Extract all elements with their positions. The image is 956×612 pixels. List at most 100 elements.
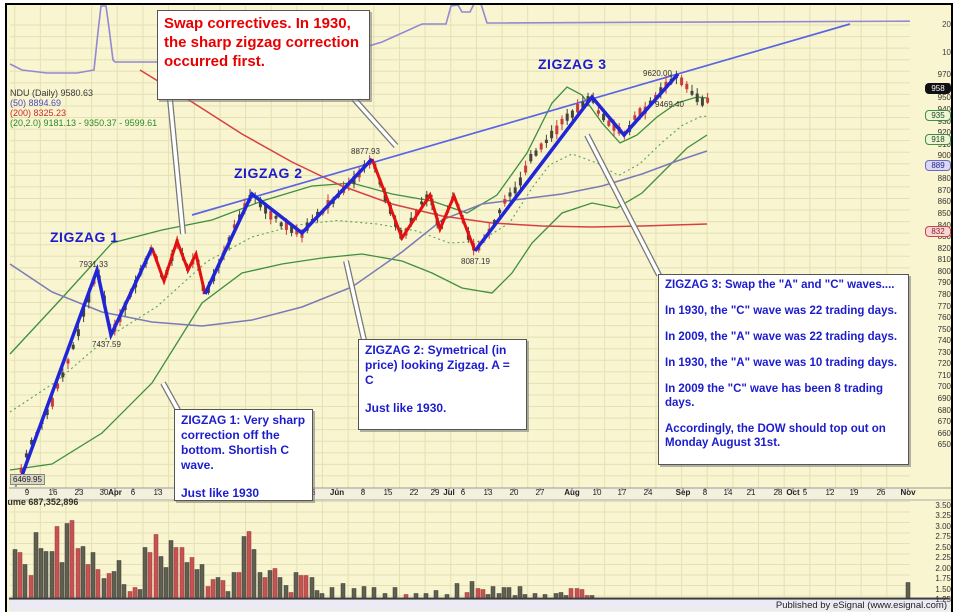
price-mark-label: 7437.59 bbox=[92, 340, 121, 349]
price-axis-label: 680 bbox=[937, 405, 951, 415]
price-axis-label: 900 bbox=[937, 151, 951, 161]
candle-body bbox=[570, 110, 574, 118]
volume-bar bbox=[69, 520, 75, 598]
date-axis-label: 17 bbox=[617, 488, 627, 497]
volume-bar bbox=[101, 578, 107, 598]
volume-bar bbox=[49, 551, 55, 598]
candle-body bbox=[274, 215, 278, 219]
date-axis-label: Sep bbox=[675, 488, 691, 497]
volume-bar bbox=[558, 592, 564, 598]
volume-bar bbox=[361, 586, 367, 598]
date-axis-label: 20 bbox=[509, 488, 519, 497]
price-axis-label: 860 bbox=[937, 197, 951, 207]
volume-bar bbox=[382, 593, 388, 598]
price-mark-label: 9620.00 bbox=[643, 69, 672, 78]
volume-bar bbox=[38, 548, 44, 598]
publisher-credit: Published by eSignal (www.esignal.com) bbox=[775, 600, 947, 611]
volume-bar bbox=[158, 556, 164, 598]
date-axis-label: 9 bbox=[24, 488, 30, 497]
candle-body bbox=[513, 187, 517, 194]
volume-bar bbox=[241, 536, 247, 598]
date-axis-label: Aug bbox=[564, 488, 580, 497]
ma200-line bbox=[139, 69, 708, 228]
volume-bar bbox=[121, 584, 127, 598]
candle-body bbox=[529, 153, 533, 162]
candle-body bbox=[61, 372, 65, 378]
price-axis-label: 880 bbox=[937, 174, 951, 184]
price-axis-label: 970 bbox=[937, 70, 951, 80]
callout-pointer bbox=[344, 260, 366, 341]
volume-axis-label: 2.25 bbox=[935, 553, 951, 562]
candle-body bbox=[503, 199, 507, 204]
annotation-box-zigzag2-note[interactable]: ZIGZAG 2: Symetrical (in price) looking … bbox=[358, 339, 527, 430]
candle-body bbox=[66, 359, 70, 364]
ticker-symbol: NDU (Daily) 9580.63 bbox=[10, 88, 94, 98]
volume-bar bbox=[127, 591, 133, 598]
volume-bar bbox=[22, 564, 28, 598]
price-axis-label: 730 bbox=[937, 347, 951, 357]
price-mark-label: 7931.33 bbox=[79, 260, 108, 269]
annotation-box-swap-correctives[interactable]: Swap correctives. In 1930, the sharp zig… bbox=[157, 10, 370, 100]
volume-bar bbox=[574, 588, 580, 598]
volume-bar bbox=[33, 532, 39, 598]
price-axis-label: 850 bbox=[937, 209, 951, 219]
volume-bar bbox=[189, 557, 195, 598]
candle-body bbox=[576, 103, 580, 113]
volume-bar bbox=[542, 594, 548, 598]
annotation-text: ZIGZAG 2: Symetrical (in price) looking … bbox=[365, 343, 510, 387]
annotation-box-zigzag3-note[interactable]: ZIGZAG 3: Swap the "A" and "C" waves....… bbox=[658, 274, 909, 465]
volume-bar bbox=[423, 593, 429, 598]
chart-app: NDU (Daily) 9580.63 (50) 8894.69 (200) 8… bbox=[5, 3, 953, 612]
annotation-box-zigzag1-note[interactable]: ZIGZAG 1: Very sharp correction off the … bbox=[174, 409, 313, 501]
price-axis-label: 650 bbox=[937, 440, 951, 450]
volume-bar bbox=[43, 551, 49, 598]
price-axis-label: 690 bbox=[937, 393, 951, 403]
volume-bar bbox=[64, 523, 70, 598]
volume-bar bbox=[215, 577, 221, 598]
price-axis-tag-ma200: 832 bbox=[925, 226, 951, 237]
date-axis-label: 13 bbox=[153, 488, 163, 497]
price-axis-label: 720 bbox=[937, 359, 951, 369]
candle-body bbox=[24, 453, 28, 458]
candle-body bbox=[602, 113, 606, 121]
volume-bar bbox=[17, 552, 23, 598]
candle-body bbox=[581, 101, 585, 108]
price-axis-label: 800 bbox=[937, 266, 951, 276]
volume-bar bbox=[905, 582, 911, 598]
candle-body bbox=[706, 97, 710, 103]
candle-body bbox=[534, 150, 538, 156]
price-axis-tag-last: 958 bbox=[925, 83, 951, 94]
volume-bar bbox=[267, 570, 273, 598]
candle-body bbox=[420, 201, 424, 205]
volume-bar bbox=[225, 591, 231, 598]
price-axis-label: 750 bbox=[937, 324, 951, 334]
candle-body bbox=[607, 120, 611, 126]
candle-body bbox=[544, 139, 548, 144]
date-axis-label: 30 bbox=[99, 488, 109, 497]
candle-body bbox=[258, 199, 262, 208]
candle-body bbox=[508, 192, 512, 197]
volume-bar bbox=[392, 587, 398, 598]
candle-body bbox=[555, 125, 559, 135]
ma50-line bbox=[9, 150, 708, 327]
callout-pointer bbox=[161, 382, 180, 411]
candle-body bbox=[685, 83, 689, 90]
date-axis-label: 29 bbox=[430, 488, 440, 497]
candle-body bbox=[565, 113, 569, 121]
date-axis-label: 22 bbox=[409, 488, 419, 497]
volume-bar bbox=[231, 572, 237, 598]
price-axis-label: 820 bbox=[937, 243, 951, 253]
annotation-text: ZIGZAG 3: Swap the "A" and "C" waves.... bbox=[665, 279, 895, 291]
volume-bar bbox=[553, 593, 559, 598]
volume-bar bbox=[59, 562, 65, 598]
volume-bar bbox=[257, 572, 263, 598]
volume-bar bbox=[314, 590, 320, 598]
annotation-text: In 2009, the "A" wave was 22 trading day… bbox=[665, 331, 898, 343]
annotation-text: In 1930, the "A" wave was 10 trading day… bbox=[665, 357, 898, 369]
price-axis-label: 940 bbox=[927, 105, 951, 114]
candle-body bbox=[690, 90, 694, 95]
volume-axis-label: 3.00 bbox=[935, 522, 951, 531]
price-axis-label: 920 bbox=[937, 128, 951, 138]
volume-bar bbox=[111, 571, 117, 598]
candle-body bbox=[633, 115, 637, 120]
